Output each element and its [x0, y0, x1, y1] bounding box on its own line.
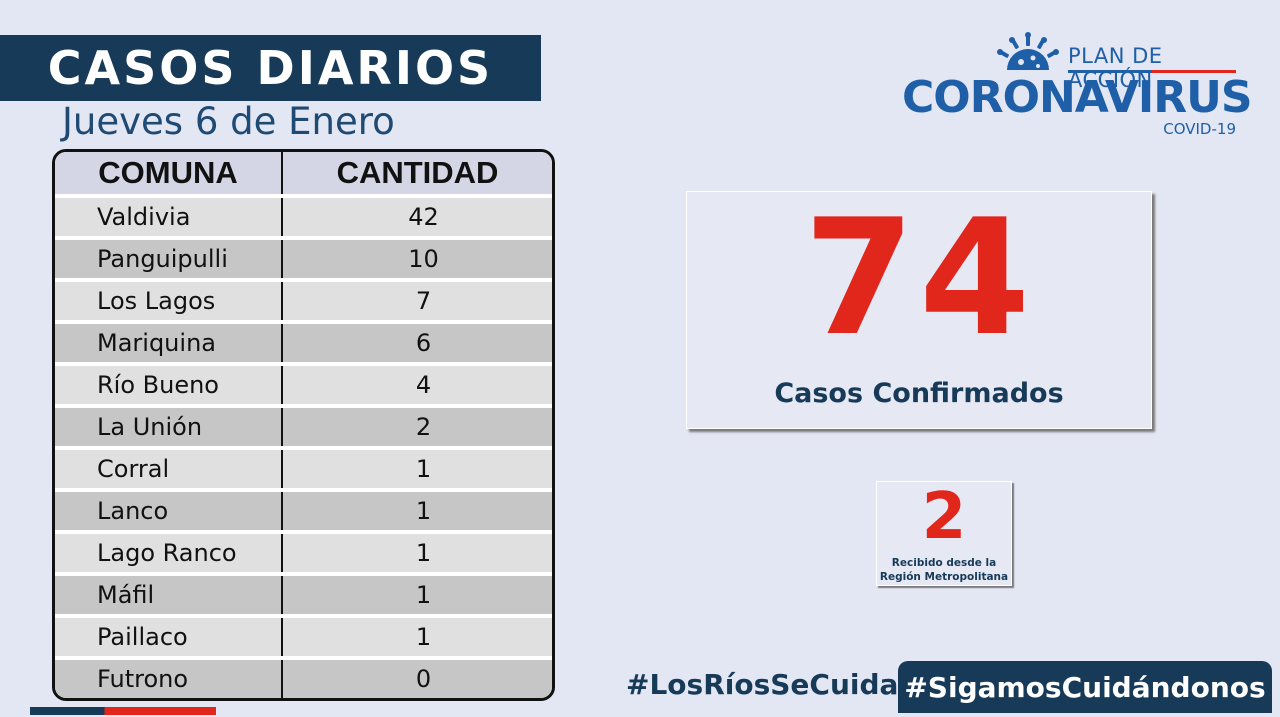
cantidad-cell: 0	[282, 656, 552, 698]
comuna-cell: Río Bueno	[55, 362, 283, 406]
table-row: La Unión 2	[55, 404, 552, 448]
table-row: Panguipulli 10	[55, 236, 552, 280]
external-cases-label: Recibido desde la Región Metropolitana	[877, 556, 1011, 584]
table-row: Futrono 0	[55, 656, 552, 698]
table-row: Lanco 1	[55, 488, 552, 532]
hashtag-los-rios: #LosRíosSeCuida	[626, 668, 899, 701]
external-cases-card: 2 Recibido desde la Región Metropolitana	[876, 480, 1012, 586]
total-cases-number: 74	[803, 184, 1035, 371]
table-row: Paillaco 1	[55, 614, 552, 658]
table-row: Máfil 1	[55, 572, 552, 616]
external-label-line-1: Recibido desde la	[891, 557, 997, 569]
cantidad-cell: 2	[282, 404, 552, 448]
comuna-cell: Futrono	[55, 656, 283, 698]
comuna-cell: Mariquina	[55, 320, 283, 364]
table-row: Valdivia 42	[55, 194, 552, 238]
external-cases-number: 2	[921, 480, 967, 554]
cantidad-cell: 1	[282, 530, 552, 574]
comuna-cell: Máfil	[55, 572, 283, 616]
comuna-cell: La Unión	[55, 404, 283, 448]
external-label-line-2: Región Metropolitana	[879, 571, 1009, 583]
table-row: Mariquina 6	[55, 320, 552, 364]
column-header-cantidad: CANTIDAD	[282, 152, 552, 196]
table-row: Lago Ranco 1	[55, 530, 552, 574]
cantidad-cell: 4	[282, 362, 552, 406]
comuna-cell: Lago Ranco	[55, 530, 283, 574]
comuna-cell: Paillaco	[55, 614, 283, 658]
comuna-cell: Valdivia	[55, 194, 283, 238]
hashtag-sigamos: #SigamosCuidándonos	[898, 661, 1272, 713]
total-cases-label: Casos Confirmados	[774, 378, 1064, 409]
cantidad-cell: 1	[282, 572, 552, 616]
column-header-comuna: COMUNA	[55, 152, 283, 196]
table-header-row: COMUNA CANTIDAD	[55, 152, 552, 196]
bottom-color-stripe	[30, 707, 216, 715]
logo-coronavirus-text: CORONAVIRUS	[902, 72, 1253, 123]
coronavirus-logo: PLAN DE ACCIÓN CORONAVIRUS COVID-19	[900, 32, 1253, 142]
cantidad-cell: 1	[282, 614, 552, 658]
cantidad-cell: 42	[282, 194, 552, 238]
cases-table: COMUNA CANTIDAD Valdivia 42 Panguipulli 10…	[52, 149, 555, 701]
cantidad-cell: 10	[282, 236, 552, 280]
cantidad-cell: 1	[282, 488, 552, 532]
page-title: CASOS DIARIOS	[0, 35, 541, 101]
comuna-cell: Los Lagos	[55, 278, 283, 322]
table-row: Corral 1	[55, 446, 552, 490]
virus-sun-icon	[997, 32, 1059, 70]
date-subtitle: Jueves 6 de Enero	[62, 100, 395, 143]
cantidad-cell: 7	[282, 278, 552, 322]
total-cases-card: 74 Casos Confirmados	[686, 184, 1152, 429]
cantidad-cell: 1	[282, 446, 552, 490]
comuna-cell: Panguipulli	[55, 236, 283, 280]
comuna-cell: Corral	[55, 446, 283, 490]
table-row: Los Lagos 7	[55, 278, 552, 322]
logo-covid-text: COVID-19	[1163, 120, 1236, 138]
cantidad-cell: 6	[282, 320, 552, 364]
comuna-cell: Lanco	[55, 488, 283, 532]
table-row: Río Bueno 4	[55, 362, 552, 406]
logo-divider	[1068, 70, 1236, 73]
